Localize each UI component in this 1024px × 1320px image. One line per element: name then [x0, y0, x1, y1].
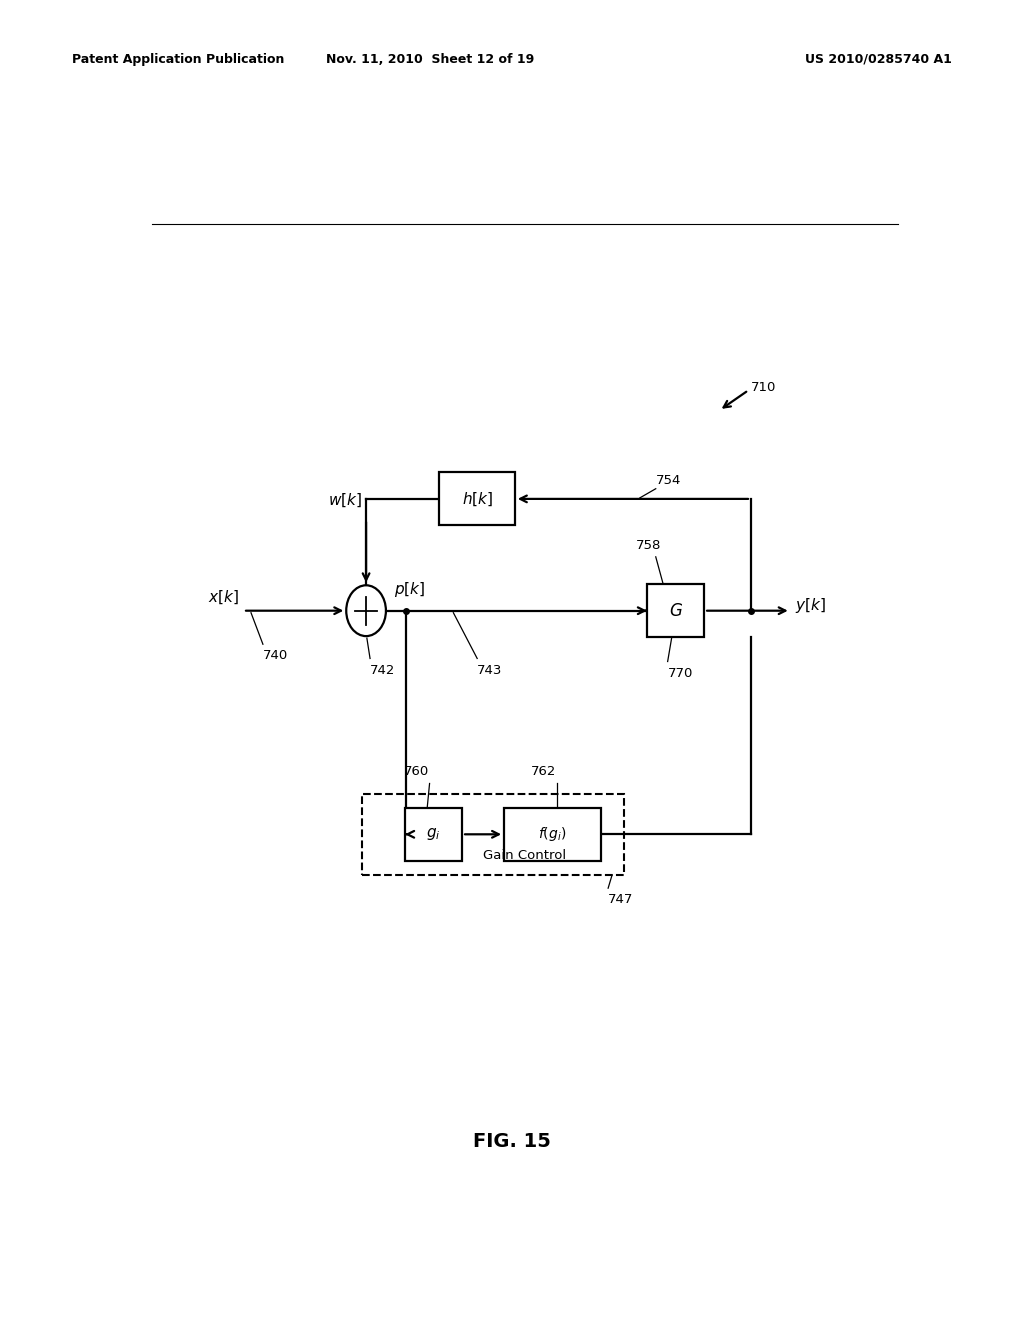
Text: 747: 747 — [608, 894, 634, 907]
Text: 743: 743 — [477, 664, 503, 677]
Text: Nov. 11, 2010  Sheet 12 of 19: Nov. 11, 2010 Sheet 12 of 19 — [326, 53, 535, 66]
Text: $g_i$: $g_i$ — [426, 826, 440, 842]
Text: 740: 740 — [263, 649, 288, 663]
Text: 762: 762 — [531, 766, 557, 779]
Text: US 2010/0285740 A1: US 2010/0285740 A1 — [806, 53, 952, 66]
Bar — [504, 808, 601, 861]
Text: $p[k]$: $p[k]$ — [394, 579, 425, 598]
Text: 770: 770 — [668, 667, 693, 680]
Text: $y[k]$: $y[k]$ — [795, 597, 825, 615]
Text: 742: 742 — [370, 664, 395, 677]
Bar — [362, 793, 624, 875]
Text: 710: 710 — [751, 380, 776, 393]
Text: 760: 760 — [404, 766, 430, 779]
Text: FIG. 15: FIG. 15 — [473, 1133, 551, 1151]
Text: Gain Control: Gain Control — [483, 849, 566, 862]
Bar — [404, 808, 462, 861]
Text: $w[k]$: $w[k]$ — [328, 491, 362, 510]
Text: 754: 754 — [655, 474, 681, 487]
Bar — [647, 585, 705, 638]
Text: $h[k]$: $h[k]$ — [462, 490, 493, 508]
Text: $f(g_i)$: $f(g_i)$ — [539, 825, 566, 843]
Text: $G$: $G$ — [669, 602, 683, 619]
Text: $x[k]$: $x[k]$ — [208, 589, 239, 606]
Text: 758: 758 — [636, 539, 662, 552]
Text: Patent Application Publication: Patent Application Publication — [72, 53, 284, 66]
Bar — [439, 473, 515, 525]
Circle shape — [346, 585, 386, 636]
